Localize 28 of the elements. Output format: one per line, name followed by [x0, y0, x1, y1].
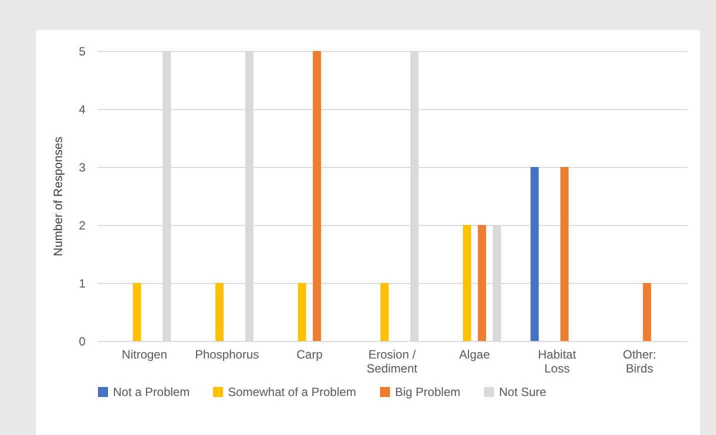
bar: [478, 225, 486, 341]
y-axis-title: Number of Responses: [50, 136, 65, 256]
y-tick-label: 0: [78, 334, 86, 348]
x-tick-label: Erosion / Sediment: [366, 348, 418, 376]
bar: [462, 225, 472, 341]
x-tick-label: Habitat Loss: [538, 348, 577, 376]
y-tick-label: 2: [78, 218, 86, 232]
y-tick-label: 1: [78, 276, 86, 290]
legend-label: Somewhat of a Problem: [228, 385, 356, 399]
x-tick-label: Algae: [459, 348, 490, 362]
bar: [312, 51, 322, 341]
x-tick-label: Other: Birds: [622, 348, 656, 376]
bar: [298, 283, 306, 341]
legend-label: Not a Problem: [113, 385, 190, 399]
y-tick-label: 3: [78, 160, 86, 174]
bar: [132, 283, 142, 341]
legend-label: Not Sure: [499, 385, 547, 399]
bar: [530, 167, 539, 341]
bar: [380, 283, 389, 341]
x-tick-label: Nitrogen: [122, 348, 168, 362]
x-tick-label: Carp: [296, 348, 323, 362]
bar: [215, 283, 224, 341]
x-tick-label: Phosphorus: [194, 348, 259, 362]
y-tick-label: 5: [78, 44, 86, 58]
legend-label: Big Problem: [395, 385, 460, 399]
bar: [560, 167, 569, 341]
y-tick-label: 4: [78, 102, 86, 116]
bar: [642, 283, 652, 341]
